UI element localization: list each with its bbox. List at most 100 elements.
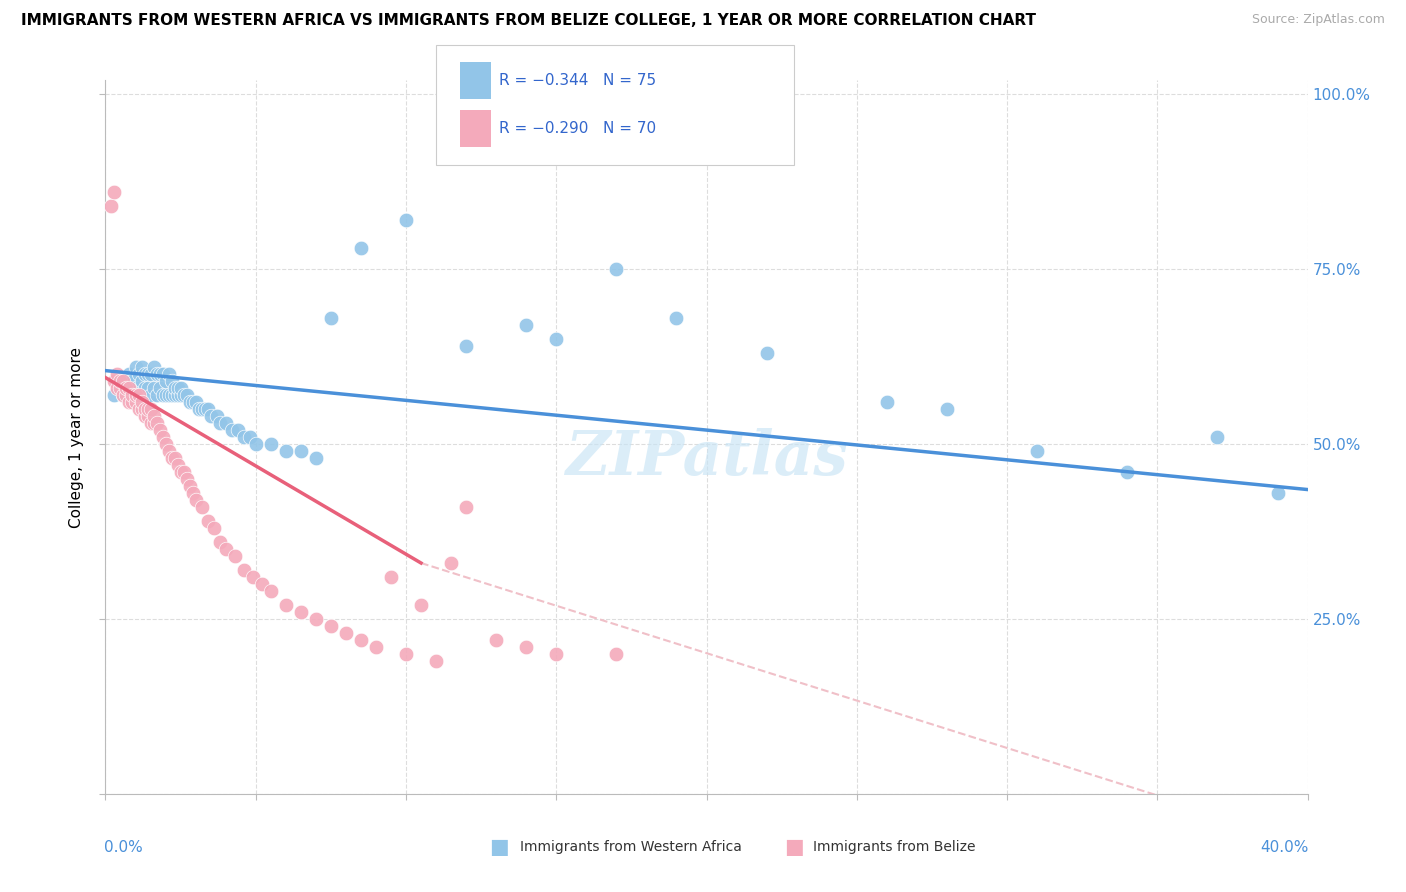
Point [145, 367, 167, 381]
Point [515, 318, 537, 333]
Point [179, 395, 201, 409]
Point [139, 402, 162, 417]
Point [100, 199, 122, 213]
Point [112, 388, 135, 402]
Point [128, 388, 150, 402]
Point [115, 381, 138, 395]
Point [305, 451, 328, 466]
Point [274, 598, 297, 612]
Point [187, 402, 209, 417]
Point [148, 423, 170, 437]
Point [194, 402, 217, 417]
Point [184, 395, 207, 409]
Point [515, 640, 537, 654]
Point [190, 500, 212, 514]
Point [232, 430, 254, 444]
Point [190, 402, 212, 417]
Point [226, 423, 249, 437]
Point [136, 381, 159, 395]
Point [152, 388, 174, 402]
Point [380, 570, 402, 584]
Point [205, 409, 228, 423]
Point [176, 472, 198, 486]
Point [250, 577, 273, 591]
Point [173, 465, 195, 479]
Point [121, 388, 143, 402]
Point [136, 409, 159, 423]
Text: 0.0%: 0.0% [104, 840, 143, 855]
Point [319, 311, 342, 326]
Point [134, 381, 156, 395]
Point [221, 423, 243, 437]
Point [139, 388, 162, 402]
Point [160, 388, 183, 402]
Point [148, 381, 170, 395]
Point [260, 437, 283, 451]
Point [1267, 486, 1289, 500]
Point [128, 367, 150, 381]
Point [139, 416, 162, 430]
Point [157, 388, 180, 402]
Text: R = −0.344   N = 75: R = −0.344 N = 75 [499, 73, 657, 87]
Point [454, 339, 477, 353]
Point [118, 367, 141, 381]
Point [107, 381, 129, 395]
Point [118, 381, 141, 395]
Point [103, 388, 125, 402]
Point [155, 437, 177, 451]
Text: Source: ZipAtlas.com: Source: ZipAtlas.com [1251, 13, 1385, 27]
Point [181, 395, 204, 409]
Point [121, 374, 143, 388]
Point [155, 374, 177, 388]
Point [546, 332, 568, 346]
Point [454, 500, 477, 514]
Point [319, 619, 342, 633]
Point [425, 654, 447, 668]
Point [134, 402, 156, 417]
Point [103, 374, 125, 388]
Point [145, 416, 167, 430]
Point [110, 374, 132, 388]
Point [145, 388, 167, 402]
Point [160, 451, 183, 466]
Point [239, 430, 262, 444]
Point [134, 367, 156, 381]
Point [936, 402, 959, 417]
Point [214, 416, 236, 430]
Point [169, 388, 191, 402]
Point [112, 388, 135, 402]
Point [173, 388, 195, 402]
Point [142, 416, 165, 430]
Point [107, 367, 129, 381]
Point [214, 541, 236, 556]
Point [142, 360, 165, 375]
Point [136, 402, 159, 417]
Point [274, 444, 297, 458]
Point [163, 381, 186, 395]
Point [1026, 444, 1049, 458]
Point [350, 632, 373, 647]
Point [876, 395, 898, 409]
Point [202, 521, 225, 535]
Point [124, 360, 146, 375]
Point [181, 486, 204, 500]
Point [139, 367, 162, 381]
Point [208, 535, 231, 549]
Point [166, 458, 188, 472]
Point [546, 647, 568, 661]
Point [440, 556, 463, 570]
Point [169, 465, 191, 479]
Point [131, 402, 153, 417]
Point [208, 416, 231, 430]
Point [134, 409, 156, 423]
Point [232, 563, 254, 577]
Text: 40.0%: 40.0% [1260, 840, 1309, 855]
Point [152, 430, 174, 444]
Text: ■: ■ [489, 838, 509, 857]
Point [124, 381, 146, 395]
Text: R = −0.290   N = 70: R = −0.290 N = 70 [499, 120, 657, 136]
Point [142, 381, 165, 395]
Point [157, 444, 180, 458]
Point [197, 514, 219, 528]
Point [1116, 465, 1139, 479]
